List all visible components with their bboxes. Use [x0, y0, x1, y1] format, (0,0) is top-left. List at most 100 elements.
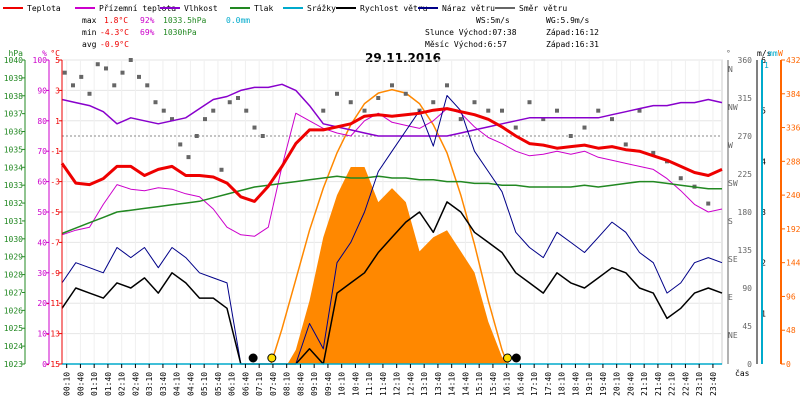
x-tick-label: 22:10: [668, 372, 677, 396]
x-tick-label: 06:40: [241, 372, 250, 396]
ms-tick-label: 1: [761, 309, 766, 318]
wind-direction-point: [582, 125, 587, 130]
ms-tick-label: 4: [761, 157, 766, 166]
x-tick-label: 17:40: [544, 372, 553, 396]
info-sun: Slunce Východ:07:38: [425, 28, 517, 37]
solar-max-curve: [270, 88, 509, 365]
wind-direction-point: [95, 62, 100, 67]
x-tick-label: 16:10: [503, 372, 512, 396]
x-tick-label: 12:40: [406, 372, 415, 396]
x-tick-label: 05:40: [214, 372, 223, 396]
hpa-axis-tick-label: 1028: [4, 271, 23, 280]
wind-direction-point: [219, 167, 224, 172]
x-tick-label: 12:10: [393, 372, 402, 396]
temp-axis-tick-label: 5: [55, 56, 60, 65]
wm2-tick-label: 96: [786, 292, 796, 301]
pct-axis-tick-label: 70: [37, 147, 47, 156]
legend-label: Tlak: [254, 4, 273, 13]
hpa-axis-label: hPa: [9, 49, 24, 58]
wind-direction-point: [431, 100, 436, 105]
wind-direction-point: [390, 83, 394, 88]
x-tick-label: 16:40: [516, 372, 525, 396]
wind-direction-point: [651, 150, 656, 155]
wind-direction-point: [236, 96, 240, 100]
x-tick-label: 06:10: [228, 372, 237, 396]
legend-label: Vlhkost: [184, 4, 218, 13]
hpa-axis-tick-label: 1040: [4, 56, 23, 65]
temp-axis-tick-label: -7: [50, 238, 60, 247]
x-tick-label: 10:40: [351, 372, 360, 396]
deg-tick-label: 180: [738, 208, 753, 217]
x-tick-label: 01:10: [90, 372, 99, 396]
wind-direction-point: [227, 100, 232, 105]
wm2-tick-label: 48: [786, 326, 796, 335]
wm2-tick-label: 288: [786, 157, 800, 166]
wind-direction-point: [362, 108, 367, 113]
hpa-axis-tick-label: 1037: [4, 110, 23, 119]
wind-direction-point: [706, 201, 711, 206]
wind-direction-point: [178, 142, 183, 147]
wm2-tick-label: 432: [786, 56, 800, 65]
wm2-tick-label: 240: [786, 191, 800, 200]
pct-axis-tick-label: 60: [37, 178, 47, 187]
pct-axis-tick-label: 40: [37, 238, 47, 247]
legend-label: Rychlost větru: [360, 4, 428, 13]
series-line-p-zemn-teplota: [61, 108, 723, 237]
dir-tick-label: NE: [728, 331, 738, 340]
pct-axis-tick-label: 30: [37, 269, 47, 278]
hpa-axis-tick-label: 1031: [4, 217, 23, 226]
x-tick-label: 13:10: [420, 372, 429, 396]
wm2-axis-label: W: [778, 49, 783, 58]
hpa-axis-tick-label: 1033: [4, 181, 23, 190]
wind-direction-point: [161, 108, 166, 113]
ms-tick-label: 3: [761, 208, 766, 217]
x-tick-label: 11:10: [365, 372, 374, 396]
wind-direction-point: [527, 100, 532, 105]
deg-tick-label: 270: [738, 132, 753, 141]
wind-direction-point: [541, 117, 546, 122]
deg-tick-label: 225: [738, 170, 753, 179]
ms-tick-label: 6: [761, 56, 766, 65]
temp-axis-tick-label: -1: [50, 147, 60, 156]
wm2-tick-label: 144: [786, 259, 800, 268]
x-tick-label: 23:40: [709, 372, 718, 396]
temp-axis-tick-label: -13: [46, 330, 61, 339]
stat-avg-label: avg: [82, 40, 97, 49]
legend-label: Náraz větru: [442, 4, 495, 13]
stat-max-hum: 92%: [140, 16, 155, 25]
legend-label: Přízemní teplota: [99, 4, 176, 13]
wind-direction-point: [170, 117, 174, 122]
wind-direction-point: [145, 83, 150, 88]
wind-direction-point: [244, 108, 249, 113]
wind-direction-point: [87, 91, 92, 96]
series-layer: [60, 83, 723, 365]
sunrise-marker: [267, 353, 277, 363]
deg-tick-label: 360: [738, 56, 753, 65]
wind-direction-point: [128, 58, 133, 62]
stats-block: max 1.8°C 92% 1033.5hPa 0.0mm min -4.3°C…: [82, 16, 250, 49]
markers-layer: [248, 353, 521, 363]
wind-direction-point: [623, 142, 628, 147]
x-tick-label: 22:40: [681, 372, 690, 396]
x-tick-label: 00:40: [76, 372, 85, 396]
info-moon: Měsíc Východ:6:57: [425, 40, 507, 49]
wind-direction-point: [403, 91, 408, 96]
hpa-axis-tick-label: 1039: [4, 74, 23, 83]
x-tick-label: 15:40: [489, 372, 498, 396]
wind-direction-point: [194, 134, 199, 138]
series-line-teplota: [60, 107, 723, 203]
stat-max-temp: 1.8°C: [104, 16, 128, 25]
wind-direction-point: [252, 125, 257, 130]
dir-tick-label: SE: [728, 255, 738, 264]
stat-min-temp: -4.3°C: [100, 28, 129, 37]
x-tick-label: 19:40: [599, 372, 608, 396]
solar-radiation-area: [287, 167, 511, 364]
x-tick-label: 19:10: [585, 372, 594, 396]
chart-title: 29.11.2016: [365, 51, 441, 65]
pct-axis-tick-label: 20: [37, 299, 47, 308]
wm2-tick-label: 0: [786, 360, 791, 369]
hpa-axis-tick-label: 1035: [4, 145, 23, 154]
hpa-axis-tick-label: 1024: [4, 342, 23, 351]
x-tick-label: 17:10: [530, 372, 539, 396]
